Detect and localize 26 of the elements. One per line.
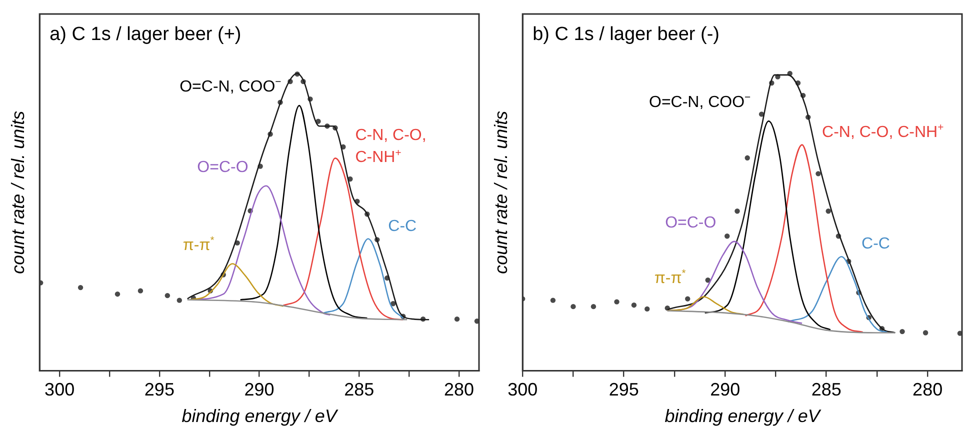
y-axis-title: count rate / rel. units: [490, 110, 511, 274]
x-tick-label: 290: [244, 380, 274, 400]
x-tick-label: 280: [444, 380, 474, 400]
series-label: C-C: [862, 236, 890, 253]
x-tick-label: 280: [912, 380, 943, 400]
series-label: C-N, C-O, C-NH+: [355, 127, 426, 166]
x-tick-label: 295: [144, 380, 174, 400]
chart-title: a) C 1s / lager beer (+): [50, 24, 242, 45]
x-axis-title: binding energy / eV: [664, 406, 822, 426]
x-tick-label: 295: [608, 380, 639, 400]
series-label: C-N, C-O, C-NH+: [822, 122, 944, 141]
x-tick-label: 285: [344, 380, 374, 400]
series-label: O=C-N, COO−: [648, 92, 751, 112]
x-tick-label: 290: [710, 380, 740, 400]
x-tick-label: 285: [811, 380, 842, 400]
chart-title: b) C 1s / lager beer (-): [532, 24, 720, 45]
series-label: π-π*: [182, 235, 214, 254]
x-axis-title: binding energy / eV: [182, 406, 339, 426]
series-label: O=C-O: [665, 214, 716, 232]
series-label: π-π*: [654, 268, 686, 287]
series-label: C-C: [388, 218, 417, 235]
series-label: O=C-N, COO−: [180, 77, 282, 96]
series-label: O=C-O: [197, 158, 248, 176]
y-axis-title: count rate / rel. units: [8, 110, 28, 274]
x-tick-label: 300: [508, 380, 538, 400]
x-tick-label: 300: [44, 380, 75, 400]
